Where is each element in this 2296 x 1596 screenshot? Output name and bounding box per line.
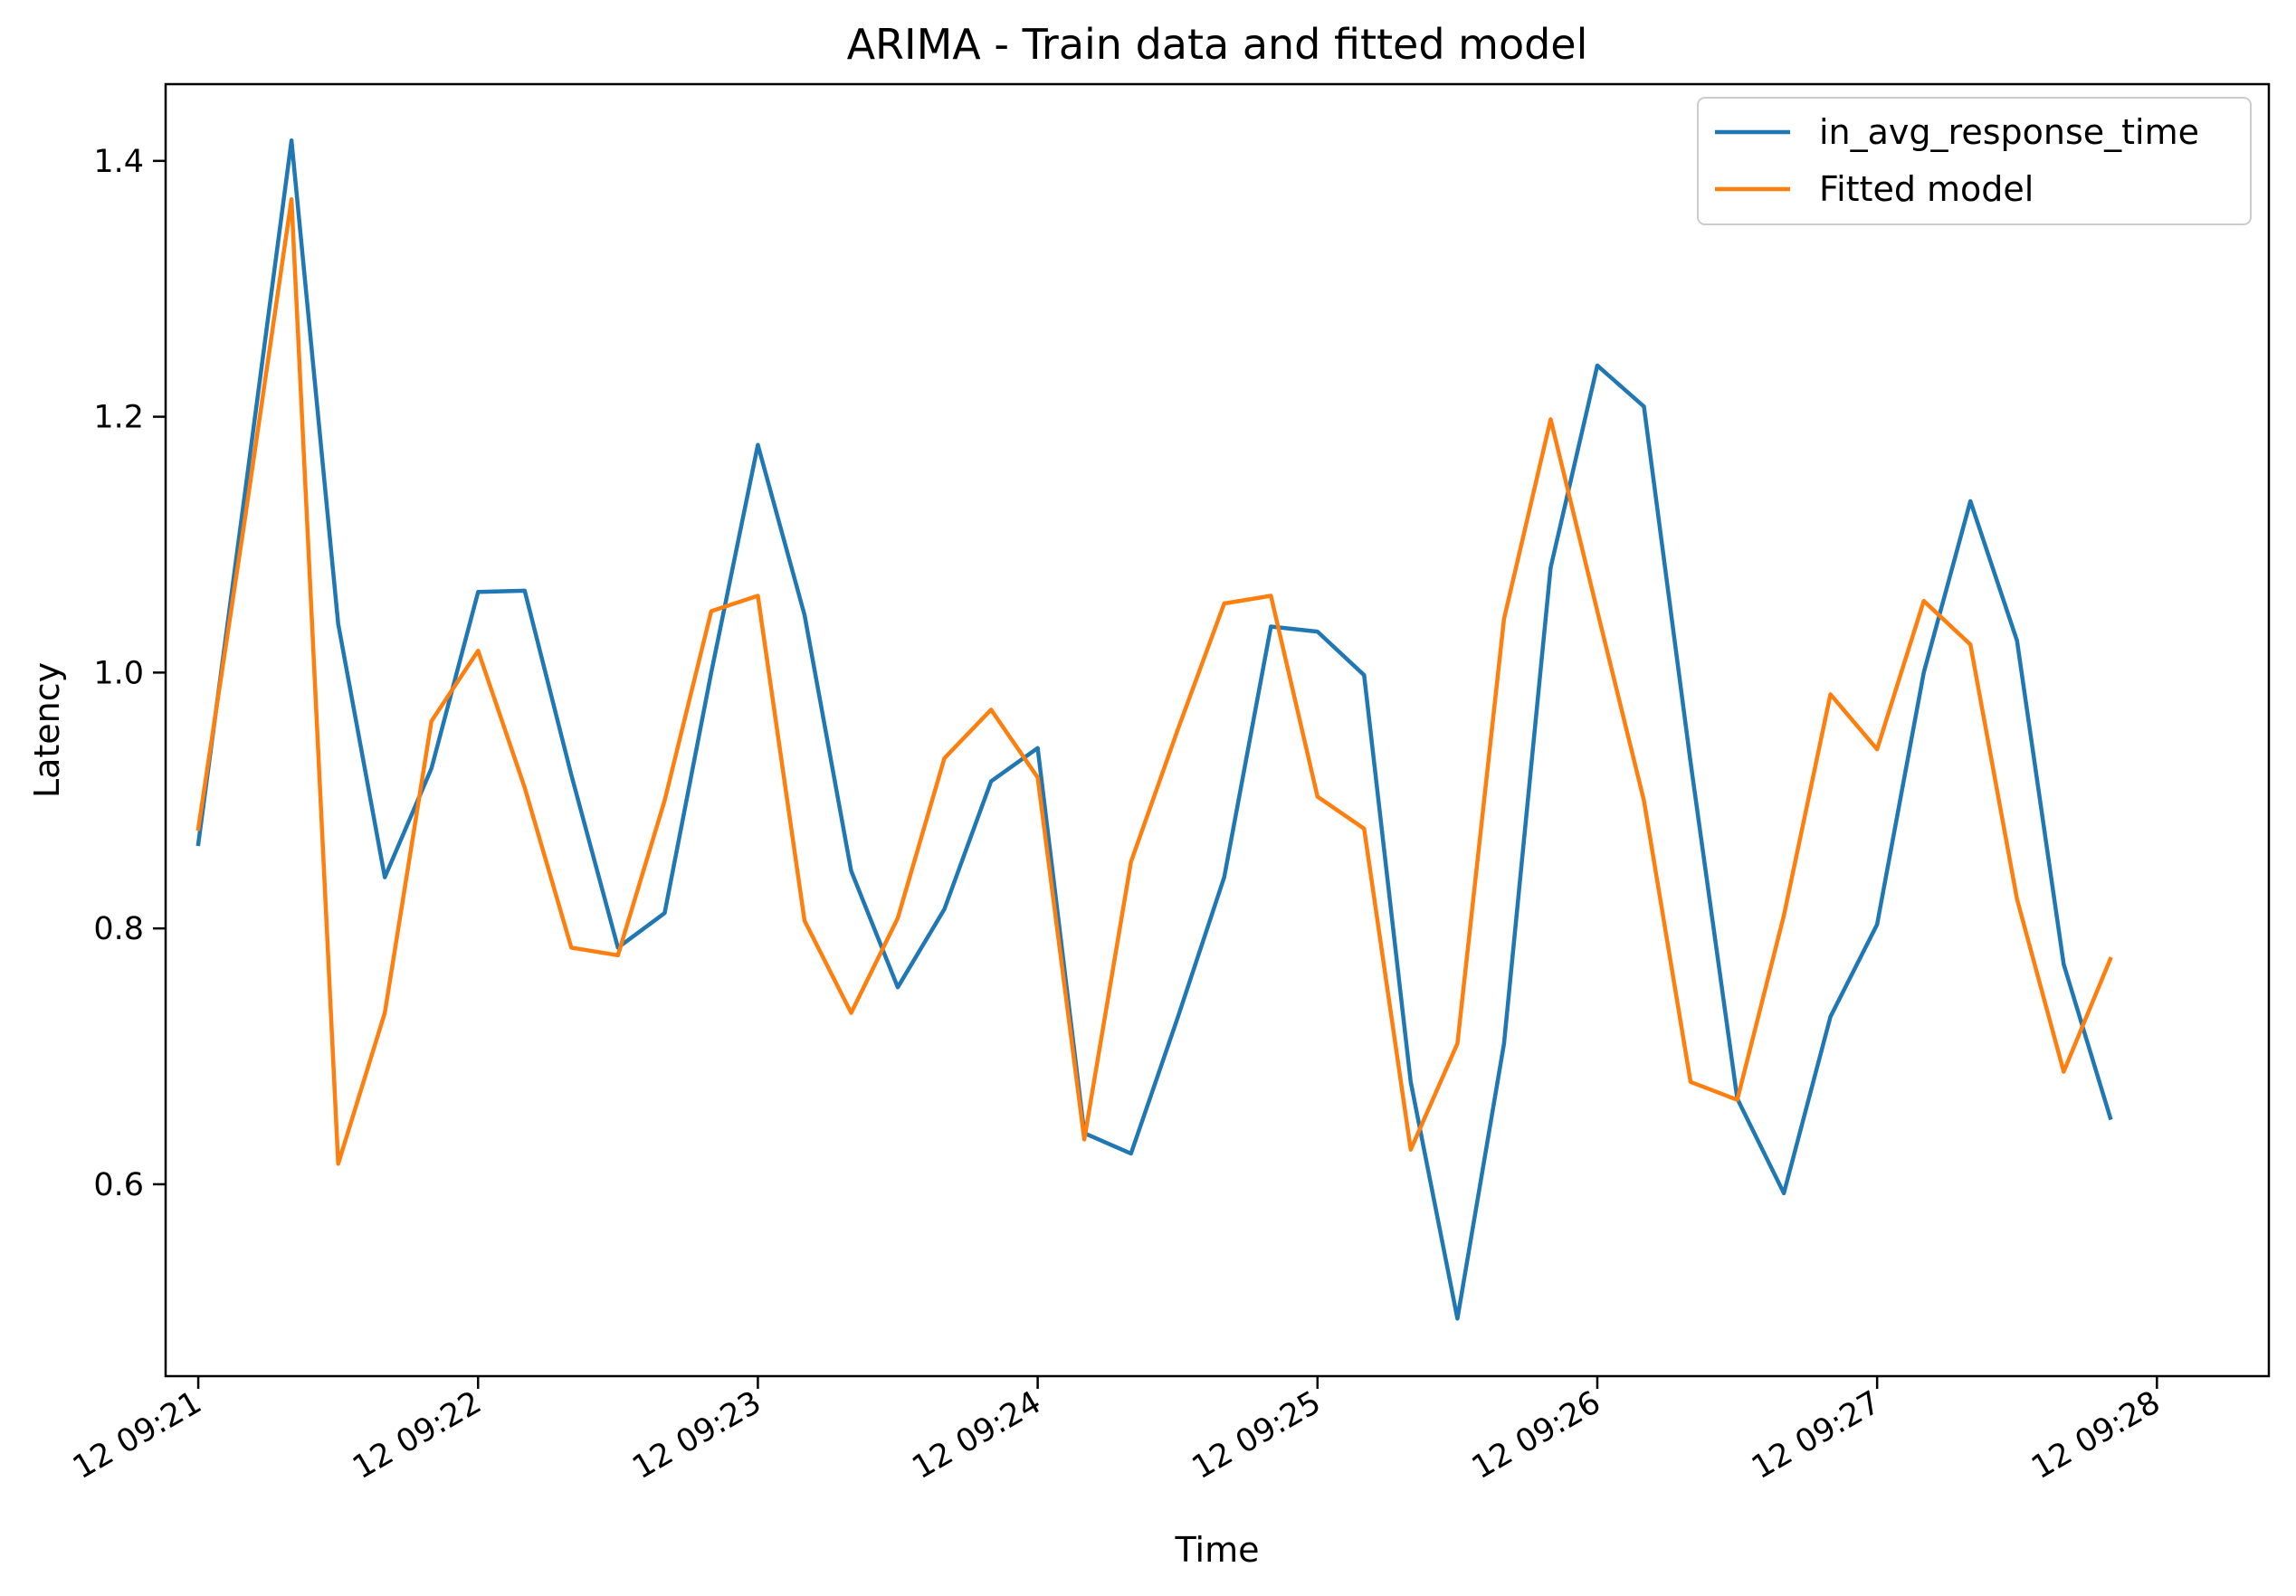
x-tick-label: 12 09:23 xyxy=(626,1384,767,1487)
x-axis: 12 09:21 12 09:22 12 09:23 12 09:24 12 09:25… xyxy=(67,1376,2167,1487)
x-axis-label: Time xyxy=(1175,1530,1260,1570)
chart-title: ARIMA - Train data and fitted model xyxy=(847,20,1588,69)
series-line-fitted-model xyxy=(195,196,2113,1166)
y-axis: 0.6 0.8 1.0 1.2 1.4 xyxy=(93,144,166,1203)
x-tick-label: 12 09:25 xyxy=(1186,1384,1328,1487)
legend-label-in-avg-response-time: in_avg_response_time xyxy=(1819,112,2199,152)
x-tick-label: 12 09:22 xyxy=(347,1384,488,1487)
y-tick-label: 1.4 xyxy=(93,144,144,180)
x-tick-label: 12 09:24 xyxy=(907,1384,1048,1487)
plot-frame xyxy=(164,82,2271,1378)
legend-label-fitted-model: Fitted model xyxy=(1819,169,2034,209)
y-axis-label: Latency xyxy=(27,662,67,798)
x-tick-label: 12 09:28 xyxy=(2025,1384,2167,1487)
series-line-in-avg-response-time xyxy=(195,138,2113,1321)
y-tick-label: 0.8 xyxy=(93,911,144,947)
x-tick-label: 12 09:27 xyxy=(1746,1384,1887,1487)
y-tick-label: 0.6 xyxy=(93,1167,144,1203)
x-tick-label: 12 09:26 xyxy=(1466,1384,1607,1487)
plot-lines xyxy=(195,138,2113,1321)
legend-box xyxy=(1697,97,2252,225)
y-tick-label: 1.0 xyxy=(93,655,144,691)
y-tick-label: 1.2 xyxy=(93,400,144,436)
legend: in_avg_response_time Fitted model xyxy=(1697,97,2252,225)
x-tick-label: 12 09:21 xyxy=(67,1384,208,1487)
